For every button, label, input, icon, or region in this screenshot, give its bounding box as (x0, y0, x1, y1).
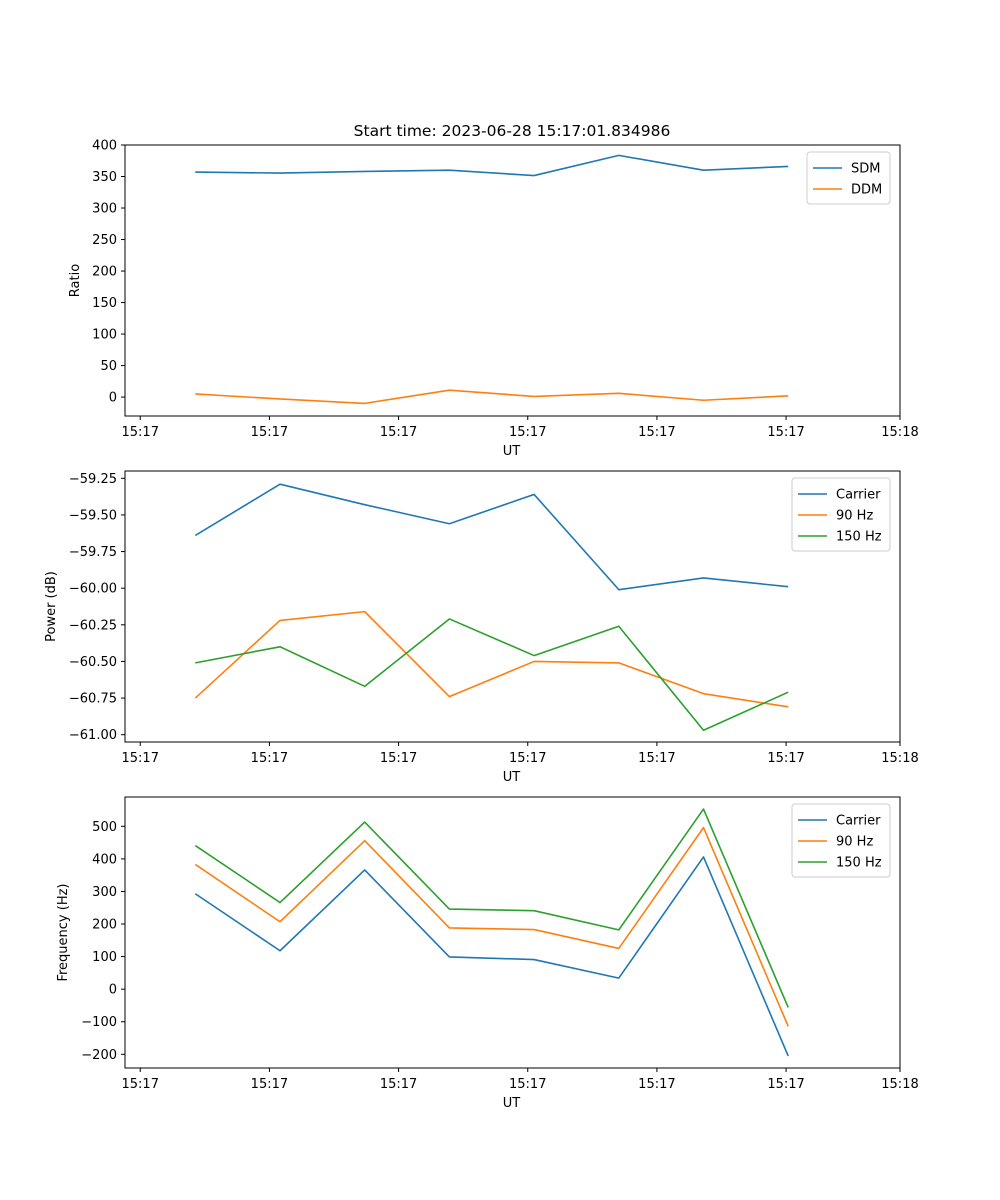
x-tick-label: 15:17 (509, 425, 546, 440)
x-tick-label: 15:17 (122, 1077, 159, 1092)
legend-label: 90 Hz (836, 835, 873, 850)
legend-label: 90 Hz (836, 509, 873, 524)
y-axis-label: Power (dB) (44, 571, 59, 642)
series-line-150-hz (195, 618, 789, 732)
x-tick-label: 15:18 (881, 425, 918, 440)
panel-2: −61.00 −60.75 −60.50 −60.25 −60.00 −59.75 −59.… (44, 470, 919, 785)
y-tick-label: 500 (92, 820, 117, 835)
y-tick-label: −60.00 (69, 582, 117, 597)
legend: SDM DDM (806, 151, 891, 205)
plot-frame (124, 796, 901, 1069)
legend-box (791, 477, 891, 552)
y-tick-label: −60.25 (69, 618, 117, 633)
x-tick-label: 15:17 (638, 425, 675, 440)
x-tick-label: 15:17 (767, 425, 804, 440)
series-line-carrier (194, 483, 789, 591)
legend-label: DDM (851, 183, 882, 198)
y-tick-label: 50 (100, 359, 117, 374)
y-tick-label: 0 (109, 391, 117, 406)
x-tick-label: 15:17 (380, 425, 417, 440)
y-axis-label: Frequency (Hz) (56, 883, 71, 981)
legend: Carrier 90 Hz 150 Hz (791, 803, 891, 878)
y-tick-label: −60.50 (69, 655, 117, 670)
series-line-90-hz (194, 610, 789, 708)
y-tick-label: 300 (92, 202, 117, 217)
x-tick-label: 15:18 (881, 751, 918, 766)
y-tick-label: 150 (92, 296, 117, 311)
y-tick-label: −59.50 (69, 508, 117, 523)
y-tick-label: −61.00 (69, 728, 117, 743)
y-tick-label: 350 (92, 170, 117, 185)
x-tick-label: 15:17 (380, 751, 417, 766)
y-tick-label: 400 (92, 139, 117, 154)
x-tick-label: 15:18 (881, 1077, 918, 1092)
plot-frame (124, 144, 901, 417)
y-tick-label: 200 (92, 918, 117, 933)
x-axis-label: UT (503, 1096, 521, 1111)
x-tick-label: 15:17 (251, 425, 288, 440)
x-tick-label: 15:17 (122, 751, 159, 766)
y-tick-label: 100 (92, 328, 117, 343)
legend-label: SDM (851, 162, 880, 177)
x-tick-label: 15:17 (509, 751, 546, 766)
legend-box (791, 803, 891, 878)
y-tick-label: 300 (92, 885, 117, 900)
y-tick-label: 400 (92, 852, 117, 867)
x-tick-label: 15:17 (251, 1077, 288, 1092)
plot-frame (124, 470, 901, 743)
y-tick-label: −200 (81, 1048, 117, 1063)
series-line-150-hz (194, 808, 789, 1008)
series-line-ddm (195, 389, 789, 405)
y-tick-label: −60.75 (69, 692, 117, 707)
x-tick-label: 15:17 (122, 425, 159, 440)
y-tick-label: 250 (92, 233, 117, 248)
x-tick-label: 15:17 (251, 751, 288, 766)
legend-label: 150 Hz (836, 856, 882, 871)
x-axis-label: UT (503, 770, 521, 785)
legend-label: 150 Hz (836, 530, 882, 545)
panel-1: 0 50 100 150 200 250 300 350 400 15:17 15:17 15:17 1… (68, 139, 919, 460)
y-tick-label: 0 (109, 983, 117, 998)
y-axis-label: Ratio (68, 264, 83, 297)
y-tick-label: 200 (92, 265, 117, 280)
x-tick-label: 15:17 (767, 751, 804, 766)
y-tick-label: −59.25 (69, 472, 117, 487)
y-tick-label: −100 (81, 1015, 117, 1030)
chart-title: Start time: 2023-06-28 15:17:01.834986 (354, 122, 671, 140)
x-tick-label: 15:17 (380, 1077, 417, 1092)
y-tick-label: −59.75 (69, 545, 117, 560)
panel-3: −200 −100 0 100 200 300 400 500 15:17 15:17 15:17 1… (56, 796, 919, 1111)
legend-box (806, 151, 891, 205)
y-tick-label: 100 (92, 950, 117, 965)
panels: 0 50 100 150 200 250 300 350 400 15:17 15:17 15:17 1… (44, 139, 919, 1112)
x-tick-label: 15:17 (767, 1077, 804, 1092)
series-line-carrier (194, 856, 789, 1057)
x-tick-label: 15:17 (509, 1077, 546, 1092)
series-line-sdm (195, 154, 789, 177)
x-tick-label: 15:17 (638, 751, 675, 766)
x-tick-label: 15:17 (638, 1077, 675, 1092)
legend-label: Carrier (836, 488, 881, 503)
legend-label: Carrier (836, 814, 881, 829)
x-axis-label: UT (503, 444, 521, 459)
series-line-90-hz (194, 826, 789, 1027)
legend: Carrier 90 Hz 150 Hz (791, 477, 891, 552)
